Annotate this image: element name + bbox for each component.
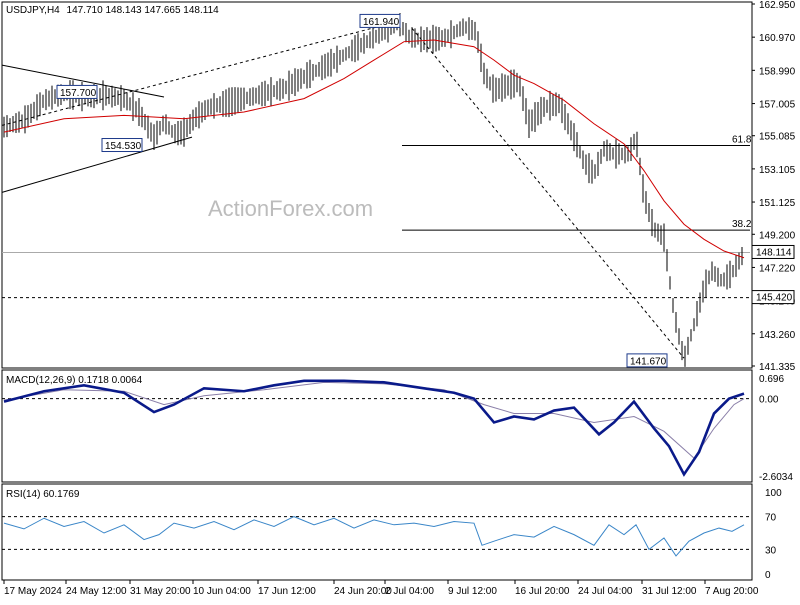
price-panel-border [1,1,753,369]
x-tick-label: 7 Aug 20:00 [705,586,759,597]
rsi-panel-border [1,483,753,581]
macd-tick-label: 0.696 [759,374,784,385]
price-tick-label: 162.950 [759,0,796,11]
x-tick-label: 17 May 2024 [4,586,62,597]
current-price-label: 148.114 [756,247,792,258]
rsi-tick-label: 30 [765,545,777,556]
triangle-upper-line [1,64,165,98]
triangle-lower-line [1,136,193,193]
price-annotation-label: 157.700 [60,88,97,99]
moving-average-line [3,39,745,259]
x-tick-label: 31 May 20:00 [130,586,191,597]
x-tick-label: 9 Jul 12:00 [448,586,497,597]
price-tick-label: 141.335 [759,362,796,373]
price-tick-label: 155.085 [759,132,796,143]
support-price-label: 145.420 [756,293,793,304]
price-annotation-label: 141.670 [630,356,667,367]
rsi-tick-label: 70 [765,513,777,524]
price-tick-label: 151.125 [759,198,796,209]
rsi-line [3,516,745,557]
price-tick-label: 158.990 [759,66,796,77]
axis-layer: 162.950 160.970 158.990 157.005 155.085 153.1… [3,0,796,597]
price-annotation-box [359,13,401,28]
ohlc-label: 147.710 148.143 147.665 148.114 [67,5,220,16]
x-tick-label: 31 Jul 12:00 [642,586,697,597]
price-annotation-label: 154.530 [105,141,142,152]
macd-tick-label: 0.00 [759,395,779,406]
price-tick-label: 160.970 [759,33,796,44]
watermark-text: ActionForex.com [208,196,373,221]
price-title-text: USDJPY,H4 [6,5,60,16]
x-tick-label: 24 Jun 20:00 [334,586,392,597]
price-tick-label: 143.260 [759,330,796,341]
x-tick-label: 24 Jul 04:00 [578,586,633,597]
price-annotation-label: 161.940 [363,17,400,28]
current-price-box [751,244,795,259]
rsi-tick-label: 100 [765,488,782,499]
x-tick-label: 10 Jun 04:00 [193,586,251,597]
price-tick-label: 149.200 [759,230,796,241]
rsi-tick-label: 0 [765,570,771,581]
price-annotation-box [56,84,98,99]
x-tick-label: 16 Jul 20:00 [515,586,570,597]
price-tick-label: 153.105 [759,165,796,176]
price-tick-label: 157.005 [759,100,796,111]
upper-dotted-trendline [1,20,401,126]
price-tick-label: 147.220 [759,263,796,274]
price-panel-title: USDJPY,H4 147.710 148.143 147.665 148.11… [6,5,219,16]
price-annotation-box [101,138,143,153]
rsi-layer [2,516,750,557]
macd-signal-line [3,381,745,459]
price-layer: 61.8 38.2 161.940 157.700 154.530 141.670 [1,12,752,368]
support-price-box [751,290,795,305]
macd-main-line [3,379,745,477]
x-tick-label: 17 Jun 12:00 [258,586,316,597]
falling-dotted-trendline [411,27,685,359]
x-tick-label: 24 May 12:00 [66,586,127,597]
macd-layer [2,379,750,477]
fib-level-label: 61.8 [732,135,752,146]
macd-panel-border [1,369,753,483]
x-tick-label: 2 Jul 04:00 [385,586,434,597]
rsi-panel-title: RSI(14) 60.1769 [6,489,80,500]
fib-level-label: 38.2 [732,219,752,230]
macd-panel-title: MACD(12,26,9) 0.1718 0.0064 [6,375,143,386]
macd-tick-label: -2.6034 [759,472,793,483]
price-annotation-box [626,353,668,368]
